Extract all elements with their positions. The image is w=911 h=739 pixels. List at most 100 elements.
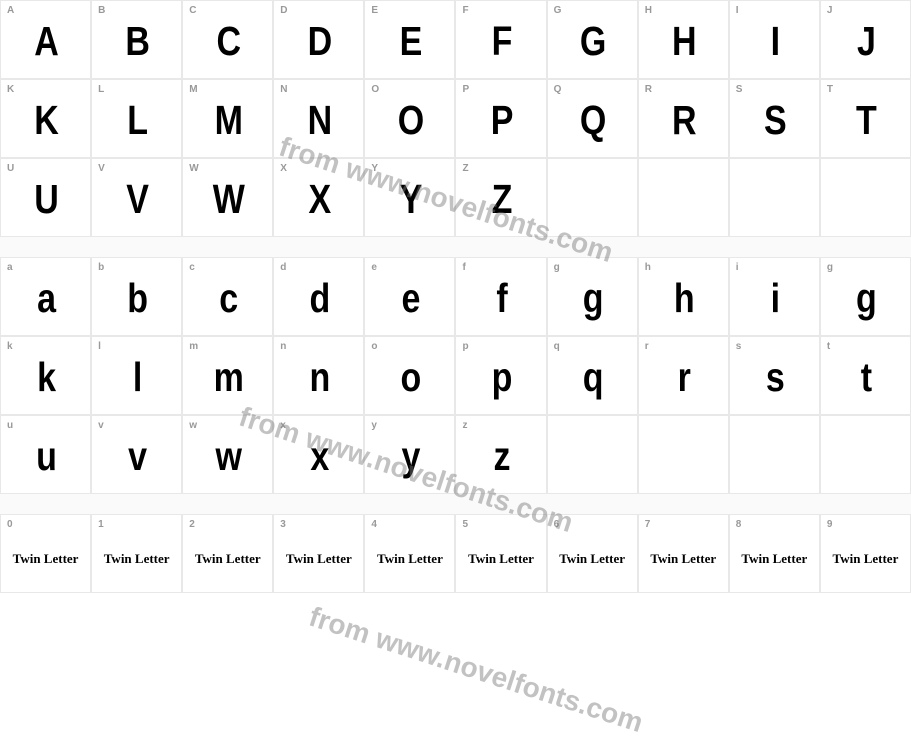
glyph-preview: e [365,276,454,323]
cell-label: G [554,5,562,16]
glyph-preview: T [821,98,910,145]
glyph-preview: a [1,276,90,323]
cell-label: K [7,84,14,95]
cell-label: I [736,5,739,16]
glyph-preview: b [92,276,181,323]
glyph-cell: pp [455,336,546,415]
glyph-cell: BB [91,0,182,79]
cell-label: X [280,163,287,174]
glyph-preview: Twin Letter [365,551,454,567]
glyph-cell: hh [638,257,729,336]
glyph-preview: t [821,355,910,402]
cell-label: s [736,341,742,352]
glyph-cell: 9Twin Letter [820,514,911,593]
glyph-cell: qq [547,336,638,415]
cell-label: P [462,84,469,95]
empty-cell [638,415,729,494]
glyph-preview: Twin Letter [548,551,637,567]
section-gap [0,494,911,514]
glyph-cell: gg [547,257,638,336]
cell-label: 1 [98,519,104,530]
glyph-preview: Q [548,98,637,145]
cell-label: 8 [736,519,742,530]
glyph-preview: X [274,177,363,224]
glyph-preview: N [274,98,363,145]
glyph-preview: S [730,98,819,145]
glyph-cell: HH [638,0,729,79]
glyph-preview: J [821,19,910,66]
cell-label: 7 [645,519,651,530]
glyph-cell: II [729,0,820,79]
glyph-cell: nn [273,336,364,415]
glyph-cell: ww [182,415,273,494]
glyph-preview: o [365,355,454,402]
glyph-preview: v [92,434,181,481]
glyph-preview: w [183,434,272,481]
empty-cell [547,415,638,494]
glyph-preview: D [274,19,363,66]
charmap-row: kkllmmnnooppqqrrsstt [0,336,911,415]
glyph-cell: UU [0,158,91,237]
cell-label: o [371,341,377,352]
cell-label: Q [554,84,562,95]
cell-label: b [98,262,104,273]
glyph-preview: Twin Letter [183,551,272,567]
cell-label: g [827,262,833,273]
glyph-cell: mm [182,336,273,415]
glyph-preview: O [365,98,454,145]
cell-label: 3 [280,519,286,530]
charmap-row: AABBCCDDEEFFGGHHIIJJ [0,0,911,79]
cell-label: v [98,420,104,431]
glyph-cell: YY [364,158,455,237]
glyph-preview: W [183,177,272,224]
cell-label: D [280,5,287,16]
empty-cell [729,415,820,494]
glyph-preview: c [183,276,272,323]
glyph-preview: U [1,177,90,224]
cell-label: A [7,5,14,16]
glyph-preview: u [1,434,90,481]
glyph-preview: Twin Letter [92,551,181,567]
glyph-preview: g [548,276,637,323]
cell-label: c [189,262,195,273]
cell-label: 0 [7,519,13,530]
glyph-cell: ll [91,336,182,415]
glyph-preview: C [183,19,272,66]
cell-label: R [645,84,652,95]
glyph-cell: AA [0,0,91,79]
glyph-cell: 0Twin Letter [0,514,91,593]
glyph-preview: y [365,434,454,481]
cell-label: u [7,420,13,431]
glyph-cell: 3Twin Letter [273,514,364,593]
glyph-cell: uu [0,415,91,494]
glyph-preview: p [456,355,545,402]
glyph-preview: R [639,98,728,145]
charmap-row: UUVVWWXXYYZZ [0,158,911,237]
glyph-cell: WW [182,158,273,237]
cell-label: V [98,163,105,174]
glyph-cell: bb [91,257,182,336]
glyph-cell: KK [0,79,91,158]
glyph-preview: z [456,434,545,481]
glyph-preview: G [548,19,637,66]
glyph-cell: rr [638,336,729,415]
glyph-preview: q [548,355,637,402]
glyph-cell: 4Twin Letter [364,514,455,593]
glyph-preview: r [639,355,728,402]
glyph-cell: LL [91,79,182,158]
glyph-preview: d [274,276,363,323]
empty-cell [820,158,911,237]
cell-label: y [371,420,377,431]
cell-label: O [371,84,379,95]
glyph-cell: kk [0,336,91,415]
glyph-cell: QQ [547,79,638,158]
cell-label: N [280,84,287,95]
glyph-preview: K [1,98,90,145]
glyph-preview: F [456,19,545,66]
glyph-cell: XX [273,158,364,237]
section-gap [0,237,911,257]
glyph-cell: dd [273,257,364,336]
cell-label: 6 [554,519,560,530]
cell-label: h [645,262,651,273]
cell-label: L [98,84,104,95]
